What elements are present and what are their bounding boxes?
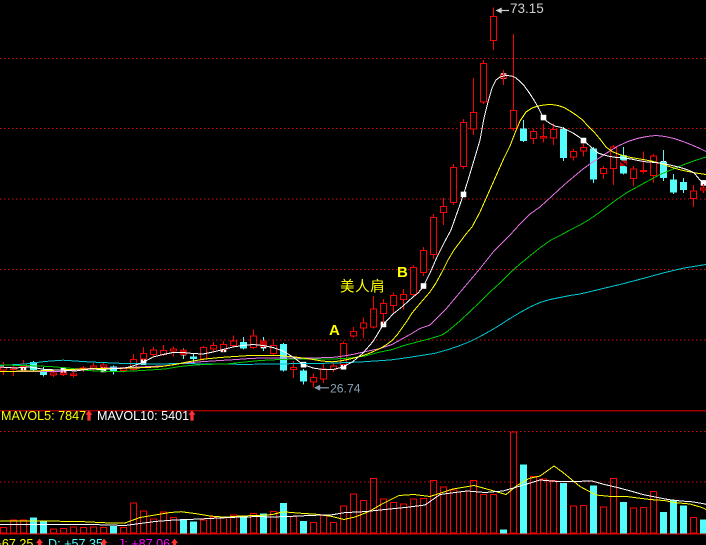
svg-text:D: +57.35: D: +57.35 xyxy=(48,537,103,545)
svg-text:+67.25: +67.25 xyxy=(0,537,33,545)
svg-text:B: B xyxy=(397,264,408,281)
svg-text:美人肩: 美人肩 xyxy=(340,279,385,296)
svg-text:26.74: 26.74 xyxy=(330,382,361,396)
svg-text:A: A xyxy=(329,322,340,339)
svg-text:MAVOL10: 5401: MAVOL10: 5401 xyxy=(97,409,189,423)
svg-text:J: +87.06: J: +87.06 xyxy=(118,537,170,545)
svg-text:MAVOL5: 7847: MAVOL5: 7847 xyxy=(1,409,86,423)
svg-text:73.15: 73.15 xyxy=(510,1,544,16)
